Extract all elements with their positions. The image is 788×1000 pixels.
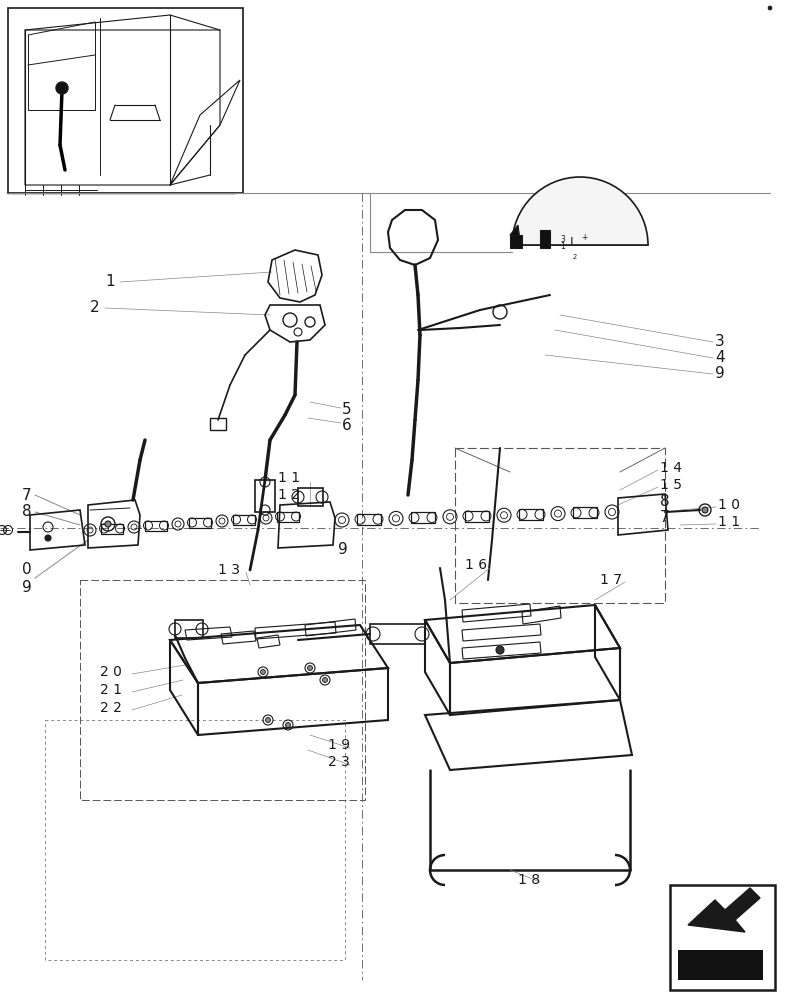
Polygon shape [510,225,520,240]
Bar [233,514,255,524]
Circle shape [307,666,313,670]
Text: 1 9: 1 9 [328,738,350,752]
Circle shape [45,535,51,541]
Text: 2 0: 2 0 [100,665,122,679]
Text: 9: 9 [338,542,348,558]
Text: 1 2: 1 2 [278,488,300,502]
Text: $\mathregular{_2}$: $\mathregular{_2}$ [572,252,578,262]
Text: 8: 8 [660,494,670,510]
Text: 2: 2 [90,300,99,316]
Bar [175,620,203,638]
Circle shape [261,670,266,674]
Text: 1 3: 1 3 [218,563,240,577]
Bar [277,512,299,522]
Text: $\mathregular{^3_1}$: $\mathregular{^3_1}$ [560,233,567,253]
Circle shape [322,678,328,682]
Bar [255,480,275,512]
Bar [455,448,665,603]
Text: 1 0: 1 0 [718,498,740,512]
Text: 1 4: 1 4 [660,461,682,475]
Text: 2 1: 2 1 [100,683,122,697]
Bar [189,518,211,528]
Bar [465,510,489,522]
Bar [519,509,543,520]
Bar [45,720,345,960]
Circle shape [56,82,68,94]
Text: 4: 4 [715,351,725,365]
Circle shape [105,521,111,527]
Text: I: I [571,236,574,249]
Text: 1 7: 1 7 [600,573,622,587]
Bar [573,507,597,518]
Polygon shape [688,888,760,932]
Text: $^+$: $^+$ [580,233,589,243]
Bar [411,512,435,523]
Text: 2 3: 2 3 [328,755,350,769]
Text: 1 6: 1 6 [465,558,487,572]
Text: 5: 5 [342,402,351,418]
Text: 1 1: 1 1 [278,471,300,485]
Bar [8,8,243,193]
Circle shape [768,6,772,10]
Text: 9: 9 [22,580,32,595]
Bar [101,524,123,534]
Bar [357,514,381,525]
Circle shape [285,722,291,728]
Polygon shape [540,230,550,248]
Text: 8: 8 [22,504,32,520]
Text: 2 2: 2 2 [100,701,122,715]
Polygon shape [510,235,522,248]
Text: 3: 3 [715,334,725,350]
Circle shape [702,507,708,513]
Bar [678,950,763,980]
Text: 1 5: 1 5 [660,478,682,492]
Circle shape [266,718,270,722]
Bar [80,580,365,800]
Text: 6: 6 [342,418,351,432]
Text: 1: 1 [105,274,114,290]
Wedge shape [512,177,648,245]
Text: 7: 7 [660,510,670,526]
Text: 9: 9 [715,366,725,381]
Text: 7: 7 [22,488,32,502]
Circle shape [496,646,504,654]
Bar [670,885,775,990]
Bar [298,488,323,506]
Text: 1 8: 1 8 [518,873,540,887]
Text: 0: 0 [22,562,32,578]
Bar [370,624,425,644]
Bar [210,418,226,430]
Bar [145,520,167,530]
Text: 1 1: 1 1 [718,515,740,529]
